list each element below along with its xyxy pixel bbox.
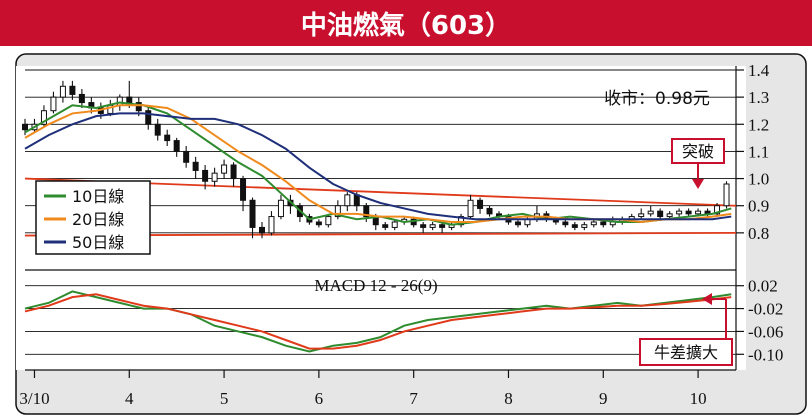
candle-body	[22, 123, 28, 131]
candle-body	[116, 96, 123, 106]
candle-body	[486, 207, 493, 215]
candle-body	[315, 221, 322, 226]
x-tick-label: 8	[504, 389, 513, 408]
candle-body	[59, 85, 66, 98]
bull-diff-annotation: 牛差擴大	[639, 293, 733, 366]
macd-tick-label: -0.02	[748, 300, 783, 319]
candle-body	[221, 164, 228, 174]
candle-body	[145, 110, 152, 125]
x-tick-label: 5	[220, 389, 229, 408]
legend-label: 20日線	[72, 210, 124, 229]
candle-body	[211, 172, 218, 182]
candle-body	[249, 199, 256, 228]
price-tick-label: 1.2	[748, 115, 769, 134]
candle-body	[344, 194, 351, 207]
price-tick-label: 0.9	[748, 197, 769, 216]
candle-body	[268, 216, 275, 234]
breakout-annotation: 突破	[671, 138, 725, 189]
price-tick-label: 1.4	[748, 61, 770, 80]
breakout-arrowhead	[692, 179, 704, 189]
candle-body	[69, 85, 76, 95]
candle-body	[240, 178, 247, 201]
candle-body	[183, 150, 190, 163]
price-tick-label: 1.3	[748, 88, 769, 107]
candle-body	[581, 224, 588, 228]
candle-body	[334, 205, 341, 218]
x-tick-label: 6	[315, 389, 324, 408]
legend-label: 10日線	[72, 187, 124, 206]
price-tick-label: 1.1	[748, 142, 769, 161]
candle-body	[391, 221, 398, 228]
macd-tick-label: -0.06	[748, 322, 783, 341]
candle-body	[164, 134, 171, 142]
candle-body	[695, 210, 702, 215]
candle-body	[467, 199, 474, 218]
candle-body	[685, 210, 692, 215]
candle-body	[439, 224, 446, 228]
candle-body	[192, 161, 199, 171]
candle-body	[657, 210, 664, 218]
chart-title: 中油燃氣（603）	[301, 10, 511, 41]
candle-body	[590, 221, 597, 226]
macd-line	[24, 290, 732, 353]
x-tick-label: 3/10	[19, 389, 49, 408]
candle-body	[126, 96, 133, 104]
legend: 10日線 20日線 50日線	[35, 180, 151, 255]
candle-body	[277, 199, 284, 218]
candle-body	[50, 96, 57, 112]
candle-body	[638, 213, 645, 218]
close-price-note: 收市：0.98元	[604, 89, 710, 109]
candle-body	[420, 224, 427, 228]
candle-body	[676, 210, 683, 215]
candle-body	[363, 205, 370, 218]
macd-title: MACD 12 - 26(9)	[314, 276, 437, 295]
candle-body	[562, 221, 569, 226]
candle-body	[647, 210, 654, 215]
signal-line	[24, 293, 732, 350]
ma-line-50	[24, 112, 732, 221]
candle-body	[477, 199, 484, 209]
candle-body	[458, 216, 465, 226]
candle-body	[723, 183, 730, 207]
candle-body	[202, 169, 209, 182]
title-banner	[0, 0, 812, 46]
price-tick-label: 0.8	[748, 224, 769, 243]
price-tick-label: 1.0	[748, 170, 769, 189]
legend-label: 50日線	[72, 233, 124, 252]
candle-body	[259, 226, 265, 234]
candle-body	[173, 140, 180, 152]
candle-body	[429, 224, 436, 228]
candle-body	[714, 205, 721, 215]
candle-body	[135, 102, 142, 112]
candle-body	[571, 224, 578, 228]
candle-body	[230, 164, 237, 180]
candle-body	[600, 221, 607, 226]
candle-body	[40, 110, 47, 125]
macd-tick-label: -0.10	[748, 345, 783, 364]
candle-body	[666, 213, 673, 218]
candle-body	[78, 93, 85, 104]
candle-body	[325, 216, 332, 226]
x-tick-label: 4	[125, 389, 134, 408]
breakout-label: 突破	[682, 142, 714, 161]
candle-body	[154, 123, 161, 136]
candle-body	[382, 224, 389, 228]
candle-body	[514, 221, 521, 226]
x-tick-label: 9	[599, 389, 608, 408]
x-tick-label: 10	[690, 389, 707, 408]
x-tick-label: 7	[409, 389, 418, 408]
bull-diff-label: 牛差擴大	[654, 343, 718, 362]
macd-tick-label: 0.02	[748, 277, 778, 296]
